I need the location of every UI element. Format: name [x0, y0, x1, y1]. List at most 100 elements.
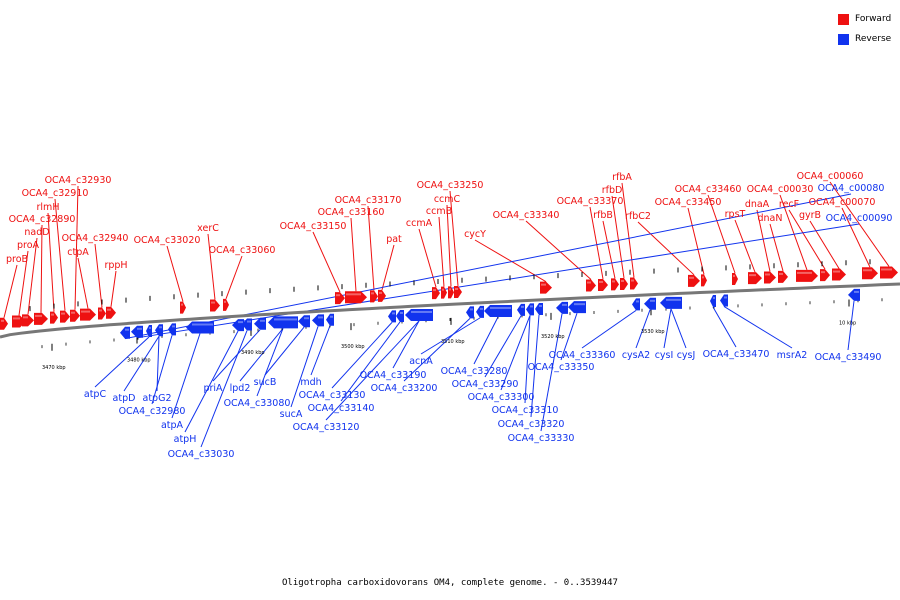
reverse-gene-arrow [131, 325, 143, 338]
reverse-gene-arrow [660, 296, 682, 309]
reverse-gene-arrow [326, 313, 334, 326]
forward-leader-line [74, 185, 79, 310]
reverse-leader-line [239, 328, 284, 382]
reverse-leader-line [847, 300, 855, 351]
forward-gene-arrow [586, 279, 596, 292]
forward-leader-line [166, 245, 184, 302]
reverse-gene-arrow-shine [192, 323, 213, 326]
reverse-leader-line [581, 310, 637, 349]
reverse-gene-label: OCA4_c33130 [299, 390, 366, 401]
reverse-gene-arrow-shine [854, 290, 859, 293]
reverse-leader-line [325, 320, 420, 421]
forward-gene-label: proA [17, 240, 40, 251]
reverse-gene-arrow [476, 305, 484, 318]
forward-gene-arrow [98, 307, 106, 320]
reverse-leader-line [484, 315, 522, 378]
forward-gene-arrow [764, 271, 776, 284]
reverse-leader-line [331, 322, 393, 389]
forward-gene-arrow-shine [1, 319, 4, 322]
reverse-gene-label: OCA4_c33470 [703, 349, 770, 360]
forward-gene-arrow [598, 278, 608, 291]
reverse-gene-arrow [232, 319, 244, 332]
forward-leader-line [734, 219, 756, 273]
legend-reverse-label: Reverse [855, 34, 892, 44]
forward-leader-line [350, 217, 357, 292]
forward-gene-arrow [432, 287, 440, 300]
kbp-label: 3500 kbp [341, 344, 365, 350]
forward-gene-arrow [540, 281, 552, 294]
kbp-label: 3490 kbp [241, 350, 265, 356]
forward-gene-label: OCA4_c32930 [45, 175, 112, 186]
reverse-gene-label: OCA4_c33330 [508, 433, 575, 444]
forward-gene-arrow-shine [833, 270, 840, 273]
reverse-leader-line [151, 335, 173, 405]
reverse-gene-arrow-shine [530, 305, 533, 308]
forward-gene-arrow-shine [35, 314, 42, 317]
forward-gene-label: ccmC [434, 194, 461, 205]
reverse-leader-line [540, 313, 563, 432]
reverse-gene-label: OCA4_c33140 [308, 403, 375, 414]
forward-gene-arrow-shine [863, 269, 872, 272]
reverse-gene-label: OCA4_c33120 [293, 422, 360, 433]
forward-gene-arrow-shine [181, 303, 183, 306]
reverse-gene-label: OCA4_c33310 [492, 405, 559, 416]
forward-gene-label: gyrB [799, 210, 821, 221]
forward-gene-label: rppH [104, 260, 127, 271]
forward-gene-arrow-shine [797, 271, 812, 274]
forward-gene-label: OCA4_c33460 [675, 184, 742, 195]
forward-gene-arrow [748, 272, 762, 285]
forward-leader-line [621, 182, 635, 278]
reverse-gene-label: OCA4_c33490 [815, 352, 882, 363]
reverse-leader-line [171, 333, 201, 419]
reverse-gene-arrow-shine [304, 317, 309, 320]
forward-gene-label: nadD [24, 227, 49, 238]
reverse-leader-line [290, 326, 319, 408]
forward-gene-label: OCA4_c33340 [493, 210, 560, 221]
forward-leader-line [94, 243, 103, 308]
forward-gene-arrow [370, 290, 378, 303]
reverse-gene-label: sucB [254, 377, 277, 388]
reverse-gene-label: msrA2 [777, 350, 808, 361]
legend-reverse: Reverse [838, 29, 891, 49]
reverse-gene-arrow-shine [562, 303, 567, 306]
forward-gene-label: OCA4_c00070 [809, 197, 876, 208]
reverse-leader-line [310, 325, 331, 376]
forward-leader-line [788, 209, 826, 270]
legend: Forward Reverse [838, 9, 891, 49]
reverse-leader-line [94, 336, 150, 388]
forward-gene-label: ccmA [406, 218, 433, 229]
reverse-gene-arrow-shine [724, 296, 727, 299]
forward-gene-arrow [880, 266, 898, 279]
kbp-label: 3470 kbp [42, 365, 66, 371]
reverse-gene-arrow [120, 326, 130, 339]
reverse-gene-label: lpd2 [230, 383, 251, 394]
forward-gene-arrow [70, 309, 80, 322]
reverse-leader-line [156, 336, 160, 392]
forward-leader-line [449, 190, 459, 287]
reverse-gene-label: acnA [409, 356, 433, 367]
reverse-gene-arrow [254, 317, 266, 330]
reverse-gene-arrow-shine [521, 305, 524, 308]
reverse-gene-label: OCA4_c33280 [441, 366, 508, 377]
reverse-gene-arrow [720, 294, 728, 307]
forward-gene-arrow-shine [346, 293, 361, 296]
reverse-gene-arrow [848, 288, 860, 301]
reverse-gene-label: atpD [113, 393, 136, 404]
reverse-gene-arrow-shine [636, 300, 639, 303]
forward-gene-arrow [832, 268, 846, 281]
forward-gene-arrow-shine [371, 292, 374, 295]
forward-gene-arrow [796, 269, 818, 282]
forward-leader-line [312, 231, 341, 293]
reverse-gene-arrow [644, 297, 656, 310]
forward-leader-line [367, 205, 375, 291]
reverse-gene-arrow [155, 324, 163, 337]
reverse-leader-line [123, 335, 160, 392]
forward-leader-line [18, 250, 29, 316]
forward-gene-label: OCA4_c33160 [318, 207, 385, 218]
reverse-gene-label: OCA4_c33360 [549, 350, 616, 361]
forward-gene-arrow-shine [379, 291, 382, 294]
forward-gene-label: rfbA [612, 172, 632, 183]
forward-gene-label: rlmH [37, 202, 60, 213]
